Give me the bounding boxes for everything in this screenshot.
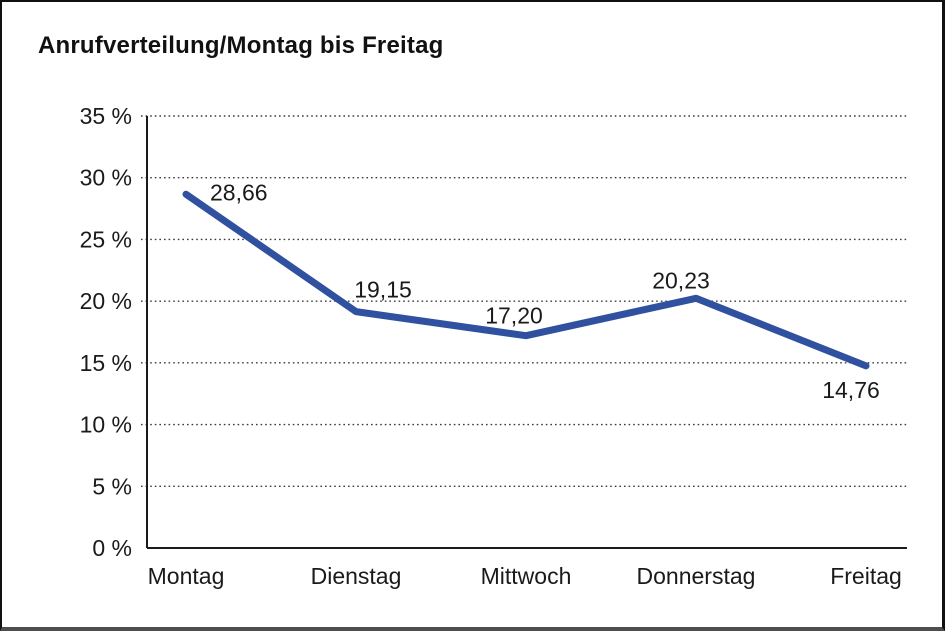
y-tick-label-10: 10 % [80,412,132,438]
y-tick-label-5: 5 % [92,473,132,499]
y-tick-label-15: 15 % [80,350,132,376]
data-label-donnerstag: 20,23 [652,267,710,293]
data-label-montag: 28,66 [210,179,268,205]
y-tick-label-0: 0 % [92,535,132,561]
y-tick-label-25: 25 % [80,226,132,252]
y-tick-label-20: 20 % [80,288,132,314]
data-label-freitag: 14,76 [822,377,880,403]
x-category-label-donnerstag: Donnerstag [637,563,756,589]
x-category-label-montag: Montag [148,563,225,589]
chart-title: Anrufverteilung/Montag bis Freitag [38,32,444,59]
x-category-label-mittwoch: Mittwoch [481,563,572,589]
series-line [182,190,870,370]
y-tick-label-35: 35 % [80,103,132,129]
data-label-mittwoch: 17,20 [485,303,543,329]
y-tick-label-30: 30 % [80,165,132,191]
x-category-label-freitag: Freitag [830,563,902,589]
data-label-dienstag: 19,15 [354,277,412,303]
x-category-label-dienstag: Dienstag [311,563,402,589]
